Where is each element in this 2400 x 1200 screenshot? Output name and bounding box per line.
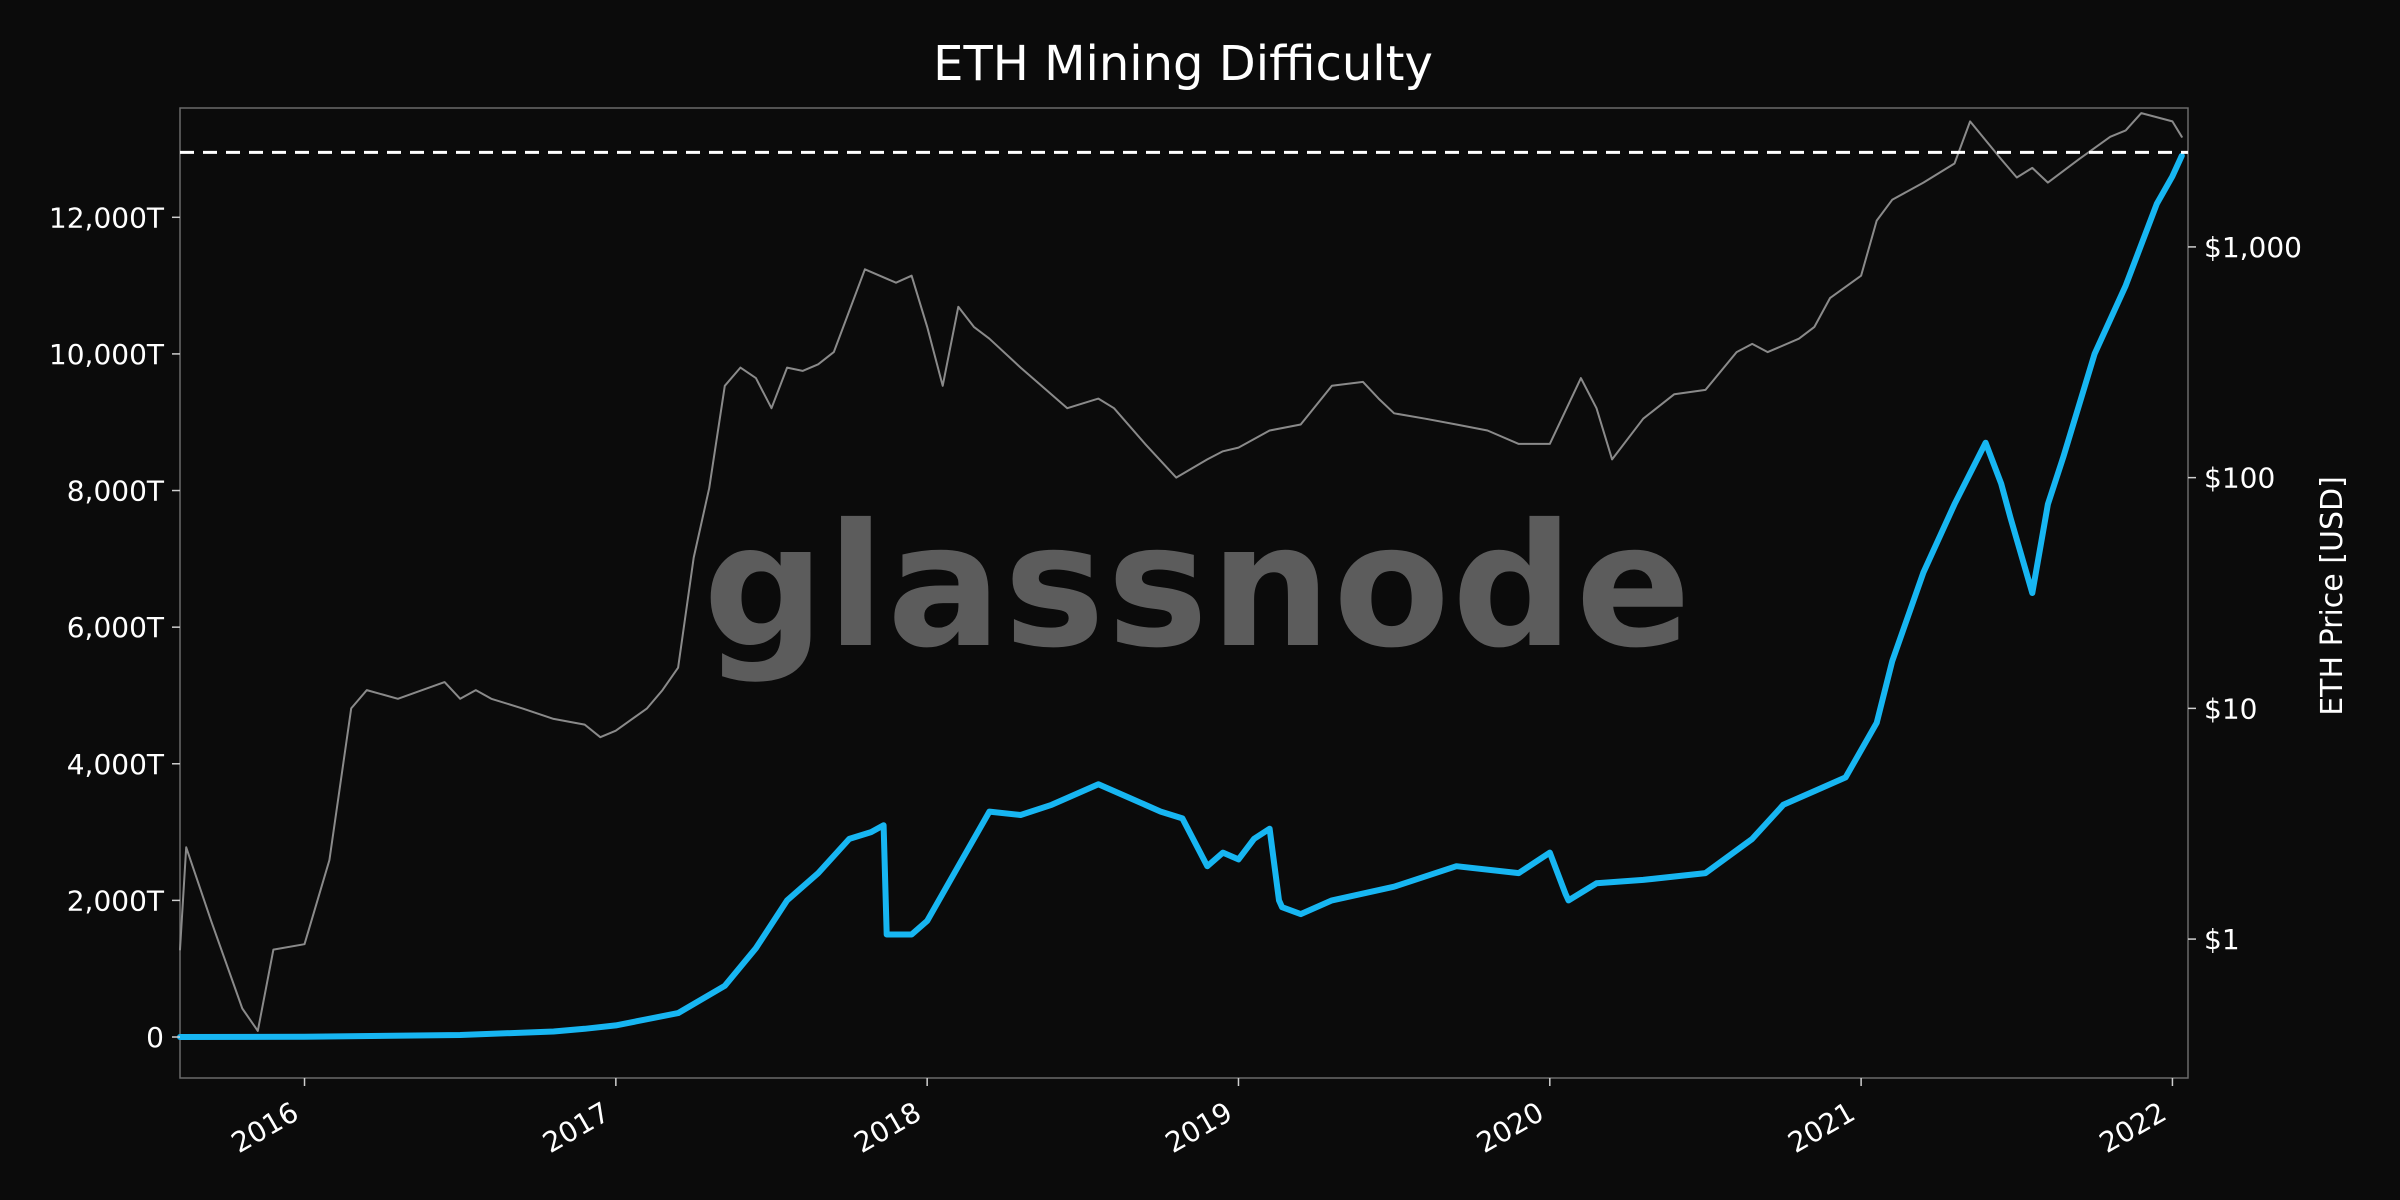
right-tick-label: $1,000 (2204, 231, 2302, 264)
left-tick-label: 6,000T (67, 611, 165, 644)
left-tick-label: 4,000T (67, 748, 165, 781)
right-tick-label: $100 (2204, 462, 2275, 495)
price-series-line (179, 112, 2183, 1032)
left-tick-label: 0 (146, 1021, 164, 1054)
left-axis-ticks: 0 2,000T 4,000T 6,000T 8,000T 10,000T 12,000T (49, 201, 180, 1054)
left-tick-label: 12,000T (49, 201, 165, 234)
plot-area (179, 107, 2189, 1079)
right-tick-label: $1 (2204, 923, 2240, 956)
chart-title: ETH Mining Difficulty (933, 36, 1433, 92)
difficulty-series-line (177, 152, 2185, 1040)
left-tick-label: 10,000T (49, 338, 165, 371)
glassnode-watermark: glassnode (703, 488, 1693, 686)
right-axis-ticks: $1 $10 $100 $1,000 (2188, 231, 2302, 956)
series-layer (177, 112, 2185, 1040)
right-tick-label: $10 (2204, 692, 2257, 725)
left-tick-label: 8,000T (67, 475, 165, 508)
right-axis-label: ETH Price [USD] (2315, 476, 2350, 716)
left-tick-label: 2,000T (67, 884, 165, 917)
